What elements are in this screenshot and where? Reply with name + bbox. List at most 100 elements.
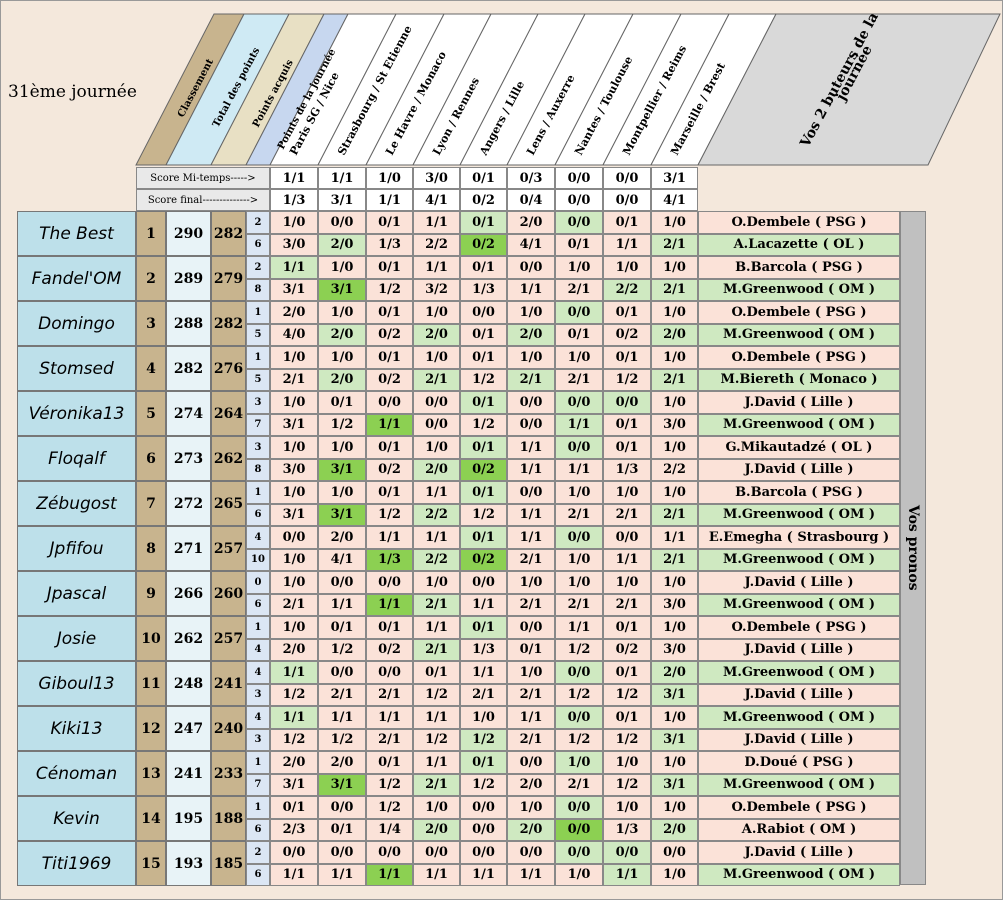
prono-cell: 1/1 <box>270 256 318 279</box>
prono-cell: 2/1 <box>270 368 318 391</box>
prono-cell: 1/0 <box>270 346 318 369</box>
points-journee: 10 <box>246 548 270 571</box>
prono-cell: 0/1 <box>460 211 507 234</box>
prono-cell: 2/1 <box>413 638 460 661</box>
player-acquis: 241 <box>211 661 246 706</box>
prono-cell: 1/0 <box>555 571 603 594</box>
prono-cell: 0/1 <box>366 301 413 324</box>
prono-cell: 4/0 <box>270 323 318 346</box>
scorer-cell: M.Greenwood ( OM ) <box>698 593 900 616</box>
prono-cell: 1/0 <box>270 616 318 639</box>
player-rank: 6 <box>136 436 166 481</box>
scorer-cell: J.David ( Lille ) <box>698 391 900 414</box>
prono-cell: 1/2 <box>270 728 318 751</box>
player-acquis: 282 <box>211 211 246 256</box>
score-mi-temps-cell: 1/1 <box>318 167 366 189</box>
prono-cell: 1/0 <box>603 256 651 279</box>
prono-cell: 1/1 <box>603 863 651 886</box>
prono-cell: 2/0 <box>651 323 698 346</box>
prono-cell: 0/0 <box>413 413 460 436</box>
prono-cell: 1/1 <box>460 661 507 684</box>
prono-cell: 1/1 <box>460 863 507 886</box>
prono-cell: 0/1 <box>460 436 507 459</box>
player-acquis: 279 <box>211 256 246 301</box>
prono-cell: 1/0 <box>651 863 698 886</box>
prono-cell: 1/1 <box>507 503 555 526</box>
prono-cell: 1/1 <box>366 413 413 436</box>
player-acquis: 282 <box>211 301 246 346</box>
prono-cell: 0/0 <box>555 841 603 864</box>
prono-cell: 1/0 <box>413 571 460 594</box>
prono-cell: 1/0 <box>651 256 698 279</box>
prono-cell: 0/1 <box>366 256 413 279</box>
prono-cell: 0/1 <box>460 346 507 369</box>
player-total: 271 <box>166 526 211 571</box>
scorer-cell: O.Dembele ( PSG ) <box>698 301 900 324</box>
score-mi-temps-cell: 0/0 <box>603 167 651 189</box>
prono-cell: 1/2 <box>413 683 460 706</box>
scorer-cell: M.Greenwood ( OM ) <box>698 773 900 796</box>
prono-cell: 1/0 <box>270 436 318 459</box>
prono-cell: 0/0 <box>603 391 651 414</box>
player-name: Titi1969 <box>17 841 136 886</box>
header-buteurs <box>697 13 1001 166</box>
prono-cell: 0/1 <box>460 616 507 639</box>
scorer-cell: M.Greenwood ( OM ) <box>698 278 900 301</box>
prono-cell: 0/0 <box>460 841 507 864</box>
prono-cell: 2/2 <box>603 278 651 301</box>
prono-cell: 1/0 <box>507 301 555 324</box>
player-total: 282 <box>166 346 211 391</box>
prono-cell: 1/2 <box>460 728 507 751</box>
vos-pronos-label: Vos pronos <box>900 211 926 885</box>
points-journee: 1 <box>246 751 270 774</box>
prono-cell: 0/0 <box>270 526 318 549</box>
prono-cell: 0/2 <box>366 368 413 391</box>
player-acquis: 262 <box>211 436 246 481</box>
player-total: 273 <box>166 436 211 481</box>
prono-cell: 0/0 <box>366 841 413 864</box>
player-name: Fandel'OM <box>17 256 136 301</box>
page-title: 31ème journée <box>8 82 137 102</box>
player-total: 247 <box>166 706 211 751</box>
prono-cell: 0/1 <box>318 616 366 639</box>
prono-cell: 1/2 <box>603 368 651 391</box>
prono-cell: 1/1 <box>507 526 555 549</box>
scorer-cell: J.David ( Lille ) <box>698 841 900 864</box>
points-journee: 3 <box>246 436 270 459</box>
prono-cell: 2/1 <box>651 368 698 391</box>
prono-cell: 0/1 <box>507 638 555 661</box>
prono-cell: 0/1 <box>270 796 318 819</box>
prono-cell: 1/1 <box>318 863 366 886</box>
prono-cell: 1/0 <box>413 436 460 459</box>
points-journee: 7 <box>246 773 270 796</box>
player-total: 266 <box>166 571 211 616</box>
scorer-cell: M.Greenwood ( OM ) <box>698 661 900 684</box>
prono-cell: 0/1 <box>366 346 413 369</box>
prono-cell: 1/0 <box>651 211 698 234</box>
prono-cell: 2/2 <box>413 503 460 526</box>
prono-cell: 2/1 <box>555 368 603 391</box>
prono-cell: 2/1 <box>507 728 555 751</box>
prono-cell: 2/2 <box>413 233 460 256</box>
prono-cell: 1/0 <box>555 548 603 571</box>
prono-cell: 0/1 <box>603 436 651 459</box>
points-journee: 6 <box>246 593 270 616</box>
prono-cell: 1/1 <box>555 413 603 436</box>
prono-cell: 0/1 <box>366 211 413 234</box>
prono-cell: 0/1 <box>460 751 507 774</box>
player-rank: 3 <box>136 301 166 346</box>
prono-cell: 1/1 <box>413 211 460 234</box>
prono-cell: 1/0 <box>651 751 698 774</box>
points-journee: 1 <box>246 481 270 504</box>
prono-cell: 1/0 <box>555 863 603 886</box>
scorer-cell: O.Dembele ( PSG ) <box>698 796 900 819</box>
prono-cell: 4/1 <box>507 233 555 256</box>
prono-cell: 2/0 <box>318 526 366 549</box>
player-acquis: 264 <box>211 391 246 436</box>
prono-cell: 1/0 <box>603 571 651 594</box>
prono-cell: 1/0 <box>555 346 603 369</box>
prono-cell: 3/1 <box>270 413 318 436</box>
prono-cell: 1/1 <box>507 706 555 729</box>
prono-cell: 1/0 <box>318 481 366 504</box>
score-mi-temps-cell: 3/0 <box>413 167 460 189</box>
